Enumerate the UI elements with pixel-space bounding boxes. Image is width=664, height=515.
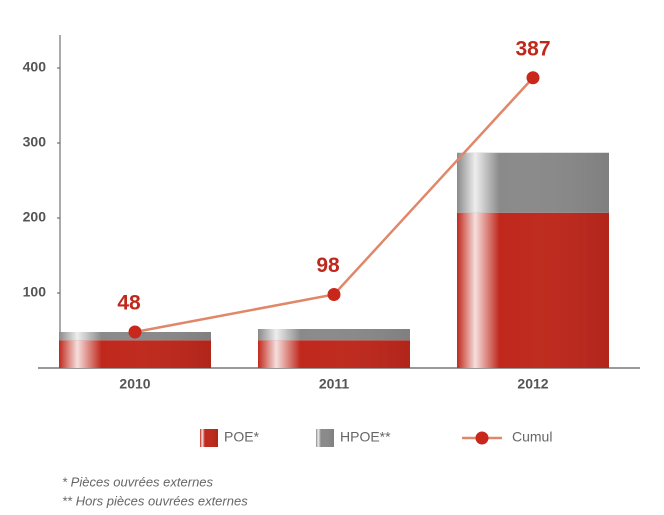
legend-shine: [316, 429, 334, 447]
x-tick-label: 2011: [319, 376, 350, 392]
y-tick-label: 200: [23, 209, 47, 225]
y-tick-label: 400: [23, 59, 47, 75]
legend-shine: [200, 429, 218, 447]
footnote: * Pièces ouvrées externes: [62, 474, 214, 489]
x-tick-label: 2012: [517, 376, 548, 392]
line-point: [526, 71, 540, 85]
value-label: 387: [515, 37, 550, 60]
line-point: [327, 288, 341, 301]
bar-shine: [258, 340, 410, 368]
value-label: 48: [117, 292, 141, 315]
bar-shine: [59, 340, 211, 368]
legend-label: POE*: [224, 429, 260, 445]
y-tick-label: 100: [23, 284, 47, 300]
y-tick-label: 300: [23, 134, 47, 150]
value-label: 98: [316, 254, 340, 277]
legend-marker: [475, 431, 489, 445]
legend-label: Cumul: [512, 429, 552, 445]
bar-shine: [457, 152, 609, 213]
bar-shine: [457, 212, 609, 368]
bar-shine: [258, 329, 410, 341]
legend-label: HPOE**: [340, 429, 391, 445]
line-point: [128, 325, 142, 339]
footnote: ** Hors pièces ouvrées externes: [62, 493, 248, 508]
x-tick-label: 2010: [119, 376, 150, 392]
